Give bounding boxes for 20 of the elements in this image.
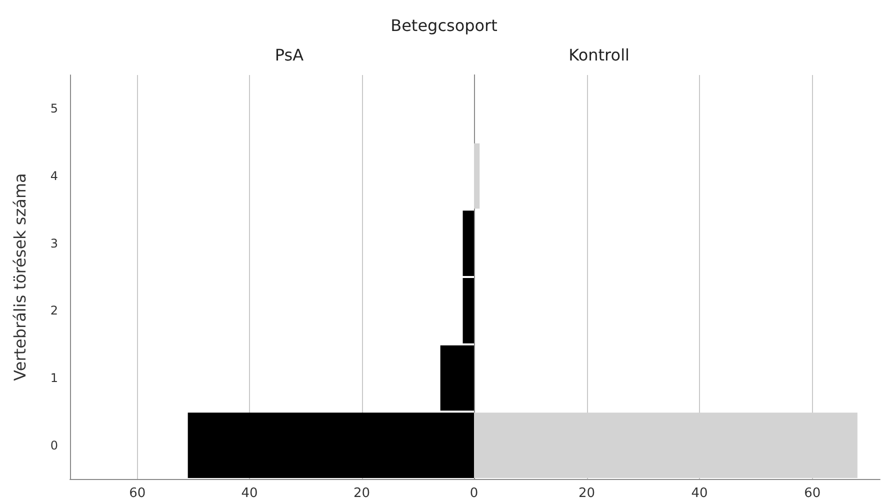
y-tick-label: 4 (50, 169, 58, 183)
bar (440, 345, 474, 411)
x-tick-label: 20 (354, 486, 370, 501)
chart-title: PsA (274, 46, 304, 64)
x-tick-label: 60 (804, 486, 821, 501)
x-tick-label: 60 (129, 486, 146, 501)
y-tick-label: 5 (50, 102, 58, 116)
chart-title: Kontroll (568, 46, 630, 64)
y-axis-title: Vertebrális törések száma (10, 173, 30, 381)
y-tick-label: 0 (50, 438, 58, 452)
x-tick-label: 40 (691, 486, 708, 501)
y-tick-label: 1 (50, 371, 58, 385)
x-tick-label: 40 (241, 486, 258, 501)
text: Betegcsoport (390, 16, 498, 35)
x-tick-label: 0 (470, 486, 478, 501)
y-tick-label: 3 (50, 236, 58, 250)
bar (462, 278, 474, 344)
x-tick-label: 20 (578, 486, 596, 501)
bar (462, 210, 474, 276)
y-tick-label: 2 (50, 304, 58, 318)
